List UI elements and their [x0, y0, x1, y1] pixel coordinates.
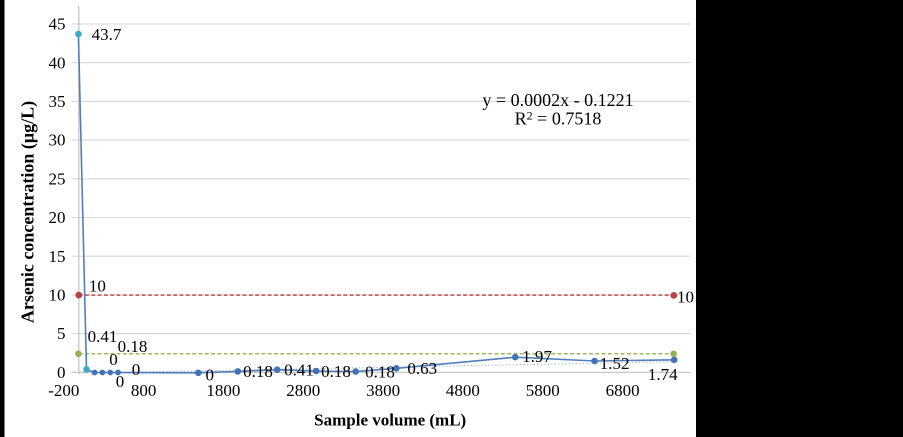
svg-text:y = 0.0002x - 0.1221: y = 0.0002x - 0.1221	[482, 90, 633, 110]
svg-text:43.7: 43.7	[92, 25, 122, 44]
svg-text:0.18: 0.18	[365, 363, 395, 382]
svg-text:40: 40	[49, 53, 66, 72]
svg-text:5800: 5800	[526, 381, 560, 400]
svg-text:0.18: 0.18	[243, 362, 273, 381]
svg-text:4800: 4800	[446, 381, 480, 400]
svg-text:1800: 1800	[206, 381, 240, 400]
svg-text:-200: -200	[48, 381, 79, 400]
svg-text:0.63: 0.63	[407, 359, 437, 378]
svg-text:1.74: 1.74	[648, 365, 678, 384]
svg-text:1.52: 1.52	[600, 354, 630, 373]
svg-text:1.97: 1.97	[522, 347, 552, 366]
svg-text:800: 800	[131, 381, 157, 400]
svg-text:35: 35	[49, 92, 66, 111]
svg-text:0.41: 0.41	[284, 360, 314, 379]
svg-text:Arsenic concentration (μg/L): Arsenic concentration (μg/L)	[18, 101, 39, 323]
svg-text:R2 = 0.7518: R2 = 0.7518	[515, 109, 602, 129]
svg-text:20: 20	[49, 208, 66, 227]
svg-text:10: 10	[49, 286, 66, 305]
svg-text:15: 15	[49, 247, 66, 266]
svg-text:30: 30	[49, 131, 66, 150]
svg-text:0.18: 0.18	[118, 337, 148, 356]
svg-text:3800: 3800	[366, 381, 400, 400]
svg-text:0.18: 0.18	[321, 362, 351, 381]
svg-text:10: 10	[677, 288, 694, 307]
svg-text:0: 0	[116, 372, 125, 391]
svg-text:0.41: 0.41	[88, 327, 118, 346]
svg-text:0: 0	[205, 366, 214, 385]
svg-text:Sample volume (mL): Sample volume (mL)	[314, 411, 466, 430]
svg-text:0: 0	[57, 363, 66, 382]
svg-text:0: 0	[132, 360, 141, 379]
svg-text:25: 25	[49, 169, 66, 188]
svg-text:10: 10	[89, 277, 106, 296]
svg-text:2800: 2800	[286, 381, 320, 400]
svg-text:45: 45	[49, 15, 66, 34]
svg-text:0: 0	[109, 350, 118, 369]
svg-text:5: 5	[57, 324, 66, 343]
svg-text:6800: 6800	[606, 381, 640, 400]
